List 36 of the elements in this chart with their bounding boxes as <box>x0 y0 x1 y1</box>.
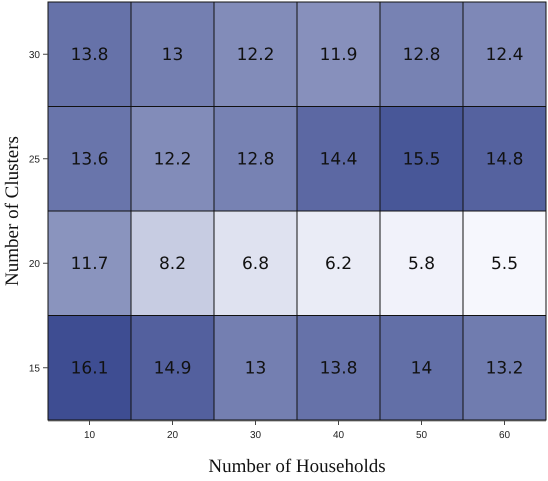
data-label: 5.8 <box>408 254 436 274</box>
data-label: 12.2 <box>236 45 274 66</box>
data-label: 5.5 <box>490 254 518 274</box>
data-label: 14.8 <box>486 150 524 170</box>
data-label: 6.2 <box>324 254 352 274</box>
data-label: 13.8 <box>320 358 358 379</box>
data-label: 6.8 <box>242 254 270 274</box>
data-label: 14 <box>410 358 432 379</box>
x-tick-label: 30 <box>250 430 262 441</box>
data-label: 12.2 <box>154 150 192 170</box>
data-label: 8.2 <box>158 254 186 274</box>
y-tick-label: 15 <box>28 363 40 374</box>
data-label: 13.6 <box>70 150 108 170</box>
x-tick-label: 20 <box>166 430 178 441</box>
y-axis-title: Number of Clusters <box>2 136 23 286</box>
x-axis-title: Number of Households <box>208 456 386 477</box>
data-label: 13.2 <box>486 358 524 379</box>
y-tick-label: 20 <box>28 258 40 270</box>
data-label: 13.8 <box>70 45 108 66</box>
data-label: 11.9 <box>320 45 358 66</box>
data-label: 13 <box>244 358 266 379</box>
y-tick-label: 30 <box>28 50 40 61</box>
data-label: 15.5 <box>402 150 440 170</box>
y-tick-label: 25 <box>28 154 40 166</box>
x-tick-label: 10 <box>84 430 96 441</box>
x-tick-label: 40 <box>332 430 344 441</box>
data-label: 16.1 <box>70 358 108 379</box>
x-tick-label: 50 <box>416 430 428 441</box>
data-label: 14.9 <box>154 358 192 379</box>
data-label: 14.4 <box>320 150 358 170</box>
data-label: 12.8 <box>402 45 440 66</box>
x-tick-label: 60 <box>498 430 510 441</box>
data-label: 11.7 <box>70 254 108 274</box>
data-label: 12.8 <box>236 150 274 170</box>
data-label: 12.4 <box>486 45 524 66</box>
data-label: 13 <box>162 45 184 66</box>
